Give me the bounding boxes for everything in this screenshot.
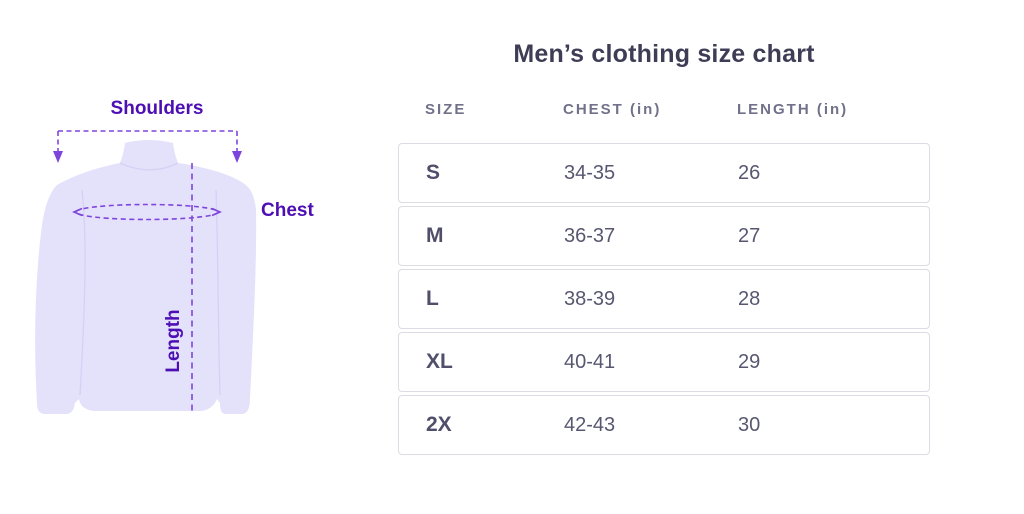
chest-cell: 38-39 xyxy=(564,287,616,310)
shirt-measurement-diagram: Shoulders Chest Length xyxy=(20,95,370,440)
table-row: M 36-37 27 xyxy=(398,206,930,266)
size-cell: XL xyxy=(426,350,453,373)
column-header-length: LENGTH (in) xyxy=(737,101,849,118)
table-row: S 34-35 26 xyxy=(398,143,930,203)
table-row: 2X 42-43 30 xyxy=(398,395,930,455)
table-row: XL 40-41 29 xyxy=(398,332,930,392)
size-table: S 34-35 26 M 36-37 27 L 38-39 28 XL 40-4… xyxy=(398,143,930,458)
column-header-chest: CHEST (in) xyxy=(563,101,662,118)
shirt-silhouette-shape xyxy=(35,140,257,414)
chest-cell: 36-37 xyxy=(564,224,616,247)
chest-arrow-right-icon xyxy=(211,207,222,217)
chest-cell: 42-43 xyxy=(564,413,616,436)
length-cell: 28 xyxy=(738,287,761,310)
chest-measure-ellipse xyxy=(75,203,219,221)
column-header-size: SIZE xyxy=(425,101,467,118)
length-cell: 29 xyxy=(738,350,761,373)
size-cell: M xyxy=(426,224,444,247)
table-row: L 38-39 28 xyxy=(398,269,930,329)
length-cell: 27 xyxy=(738,224,761,247)
chest-cell: 34-35 xyxy=(564,161,616,184)
chest-cell: 40-41 xyxy=(564,350,616,373)
table-header-row: SIZE CHEST (in) LENGTH (in) xyxy=(398,101,930,118)
size-cell: S xyxy=(426,161,441,184)
length-cell: 30 xyxy=(738,413,761,436)
length-cell: 26 xyxy=(738,161,761,184)
chest-label: Chest xyxy=(261,200,314,221)
shoulders-arrow-right-icon xyxy=(232,151,242,163)
length-label: Length xyxy=(163,309,184,373)
shoulders-arrow-left-icon xyxy=(53,151,63,163)
page-title: Men’s clothing size chart xyxy=(513,40,815,68)
shoulders-measure-bracket xyxy=(57,130,238,153)
size-cell: 2X xyxy=(426,413,452,436)
shirt-illustration xyxy=(35,130,257,414)
chest-arrow-left-icon xyxy=(72,207,83,217)
size-cell: L xyxy=(426,287,439,310)
shoulders-label: Shoulders xyxy=(110,98,204,119)
